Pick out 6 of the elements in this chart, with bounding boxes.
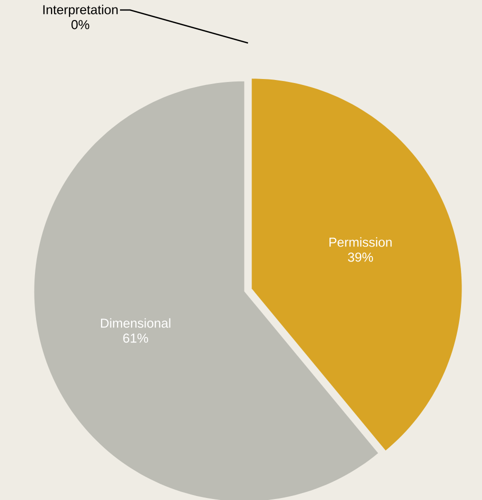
data-label: 39% (348, 252, 373, 262)
data-label: 61% (123, 334, 148, 343)
category-label: Interpretation (43, 4, 118, 17)
text: 0% (71, 20, 90, 30)
slice-label: Permission (329, 237, 392, 247)
slice-label: Dimensional (100, 318, 170, 328)
